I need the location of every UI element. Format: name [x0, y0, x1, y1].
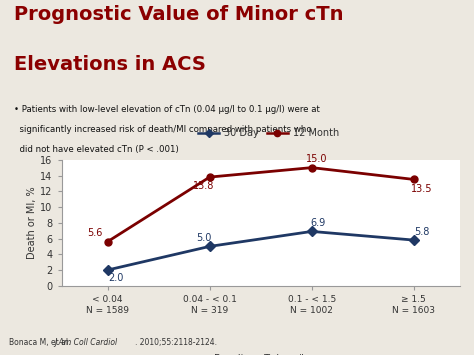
Text: J Am Coll Cardiol: J Am Coll Cardiol: [55, 338, 118, 347]
Legend: 30 Day, 12 Month: 30 Day, 12 Month: [194, 124, 343, 142]
Text: 5.6: 5.6: [88, 228, 103, 238]
Text: 6.9: 6.9: [310, 218, 326, 228]
Text: 13.8: 13.8: [193, 181, 214, 191]
Text: 5.8: 5.8: [414, 227, 430, 237]
Text: 5.0: 5.0: [196, 233, 211, 243]
Text: Bonaca M, et al.: Bonaca M, et al.: [9, 338, 73, 347]
Text: did not have elevated cTn (P < .001): did not have elevated cTn (P < .001): [14, 145, 179, 154]
X-axis label: Baseline cTnI, μg/L: Baseline cTnI, μg/L: [214, 354, 307, 355]
Text: Elevations in ACS: Elevations in ACS: [14, 55, 206, 74]
Y-axis label: Death or MI, %: Death or MI, %: [27, 186, 37, 259]
Text: 13.5: 13.5: [411, 184, 433, 193]
Text: 15.0: 15.0: [306, 154, 328, 164]
Text: Prognostic Value of Minor cTn: Prognostic Value of Minor cTn: [14, 5, 344, 24]
Text: 2.0: 2.0: [108, 273, 123, 283]
Text: • Patients with low-level elevation of cTn (0.04 μg/l to 0.1 μg/l) were at: • Patients with low-level elevation of c…: [14, 105, 320, 114]
Text: significantly increased risk of death/MI compared with patients who: significantly increased risk of death/MI…: [14, 125, 312, 134]
Text: . 2010;55:2118-2124.: . 2010;55:2118-2124.: [135, 338, 217, 347]
